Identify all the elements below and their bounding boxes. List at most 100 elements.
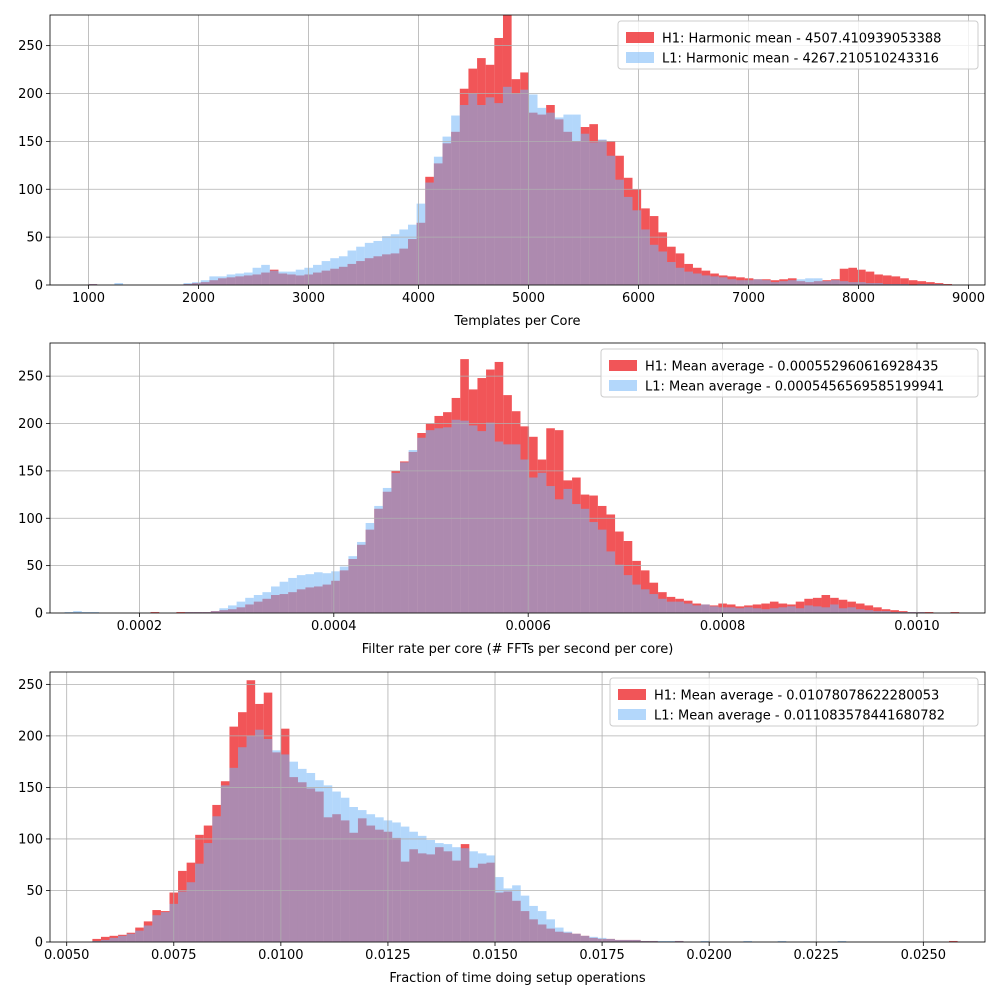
histogram-bar: [495, 877, 504, 942]
histogram-bar: [615, 179, 624, 285]
histogram-bar: [770, 282, 780, 285]
histogram-bar: [278, 271, 288, 285]
y-tick-label: 150: [18, 781, 43, 796]
legend-label: L1: Harmonic mean - 4267.210510243316: [662, 52, 939, 67]
histogram-bar: [390, 234, 400, 285]
histogram-bar: [900, 284, 909, 285]
histogram-bar: [640, 589, 650, 613]
axes-frame: [49, 342, 986, 614]
histogram-bar: [433, 156, 443, 285]
histogram-bar: [778, 607, 788, 613]
histogram-bar: [209, 276, 219, 285]
histogram-bar: [529, 905, 538, 942]
histogram-bar: [580, 508, 590, 613]
histogram-bar: [701, 275, 711, 285]
histogram-bar: [81, 612, 91, 613]
histogram-bar: [392, 822, 401, 942]
histogram-bar: [271, 586, 280, 613]
histogram-bar: [451, 115, 460, 285]
histogram-bar: [546, 112, 555, 285]
histogram-bar: [349, 807, 358, 942]
histogram-bar: [210, 611, 220, 613]
x-tick-label: 3000: [292, 291, 325, 306]
series-l1-bars: [64, 419, 925, 613]
histogram-bar: [399, 229, 408, 285]
histogram-bar: [831, 280, 840, 285]
histogram-bar: [503, 444, 512, 613]
histogram-bar: [813, 278, 823, 285]
histogram-bar: [572, 114, 581, 285]
histogram-bar: [632, 939, 641, 942]
x-tick-label: 0.0004: [311, 619, 357, 634]
histogram-bar: [589, 142, 598, 285]
histogram-bar: [812, 606, 822, 613]
histogram-bar: [520, 89, 529, 286]
histogram-bar: [118, 935, 127, 942]
histogram-bar: [898, 612, 908, 613]
histogram-bar: [761, 609, 770, 613]
histogram-bar: [322, 573, 332, 613]
histogram-bar: [891, 276, 901, 285]
histogram-bar: [873, 607, 882, 613]
histogram-bar: [348, 556, 358, 613]
histogram-bar: [743, 940, 752, 942]
y-tick-label: 200: [18, 417, 43, 432]
chart-panel-2: 0.0002 0.0004 0.0006 0.0008 0.0010 0 50 100 150 2…: [18, 342, 986, 657]
histogram-bar: [753, 279, 763, 285]
histogram-bar: [675, 267, 685, 285]
histogram-bar: [623, 939, 633, 942]
x-tick-label: 0.0006: [505, 619, 551, 634]
legend-swatch: [618, 689, 646, 700]
histogram-bar: [443, 427, 452, 613]
histogram-bar: [236, 601, 246, 613]
y-tick-label: 50: [26, 559, 43, 574]
histogram-bar: [195, 863, 204, 942]
histogram-bar: [632, 584, 641, 613]
x-tick-label: 0.0010: [894, 619, 940, 634]
histogram-bar: [150, 612, 160, 613]
histogram-bar: [73, 611, 82, 613]
histogram-bar: [382, 236, 391, 285]
x-tick-label: 0.0200: [686, 948, 732, 963]
histogram-bar: [373, 240, 383, 285]
legend-box: [617, 20, 979, 70]
histogram-bar: [838, 599, 848, 613]
histogram-bar: [675, 601, 684, 613]
histogram-bar: [261, 264, 270, 285]
histogram-bar: [710, 276, 719, 285]
histogram-bar: [229, 767, 239, 942]
legend-swatch: [609, 380, 637, 391]
histogram-bar: [306, 772, 316, 942]
histogram-bar: [425, 182, 434, 285]
histogram-bar: [186, 882, 196, 942]
histogram-bar: [90, 612, 99, 613]
histogram-bar: [736, 280, 745, 285]
x-tick-label: 1000: [72, 291, 105, 306]
histogram-bar: [426, 839, 436, 942]
histogram-bar: [649, 940, 658, 942]
histogram-bar: [245, 597, 254, 613]
legend-label: L1: Mean average - 0.011083578441680782: [654, 709, 945, 724]
histogram-bar: [632, 210, 642, 285]
x-tick-label: 6000: [622, 291, 655, 306]
histogram-bar: [572, 933, 581, 942]
histogram-bar: [641, 229, 650, 285]
histogram-bar: [804, 605, 813, 613]
histogram-bar: [735, 608, 745, 613]
histogram-bar: [339, 566, 349, 613]
histogram-bar: [365, 523, 375, 613]
histogram-bar: [442, 136, 452, 285]
histogram-bar: [477, 853, 487, 942]
histogram-bar: [864, 605, 874, 613]
histogram-bar: [200, 280, 210, 285]
histogram-bar: [752, 608, 762, 613]
histogram-bar: [178, 891, 187, 942]
histogram-bar: [873, 611, 882, 613]
histogram-bar: [812, 597, 822, 613]
x-axis-label: Fraction of time doing setup operations: [389, 971, 646, 986]
histogram-bar: [434, 428, 444, 613]
histogram-bar: [203, 843, 213, 942]
histogram-bar: [926, 282, 935, 285]
histogram-bar: [881, 609, 891, 613]
